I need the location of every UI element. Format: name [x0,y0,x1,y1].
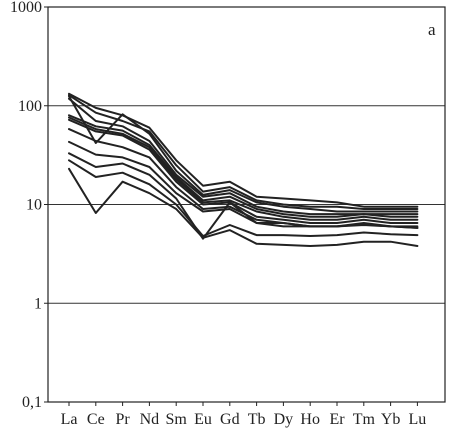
y-axis: 1000 100 10 1 0,1 [10,0,48,411]
series-line-11 [68,167,419,247]
series-line-2 [68,94,419,210]
series-line-6 [68,116,419,221]
series-layer [68,92,419,247]
series-line-1 [68,92,419,208]
series-line-12 [68,159,419,237]
y-tick-label: 10 [26,197,42,214]
x-tick-label-La: La [61,411,78,428]
series-line-10 [68,152,419,240]
series-line-3 [68,95,419,213]
x-tick-label-Ce: Ce [87,411,105,428]
x-tick-label-Sm: Sm [166,411,188,428]
x-tick-label-Lu: Lu [409,411,427,428]
y-tick-label: 1 [34,295,42,312]
x-tick-label-Nd: Nd [140,411,160,428]
y-tick-label: 1000 [10,0,42,16]
x-axis: La Ce Pr Nd Sm Eu Gd Tb Dy Ho Er Tm Yb Lu [61,402,427,428]
x-tick-label-Er: Er [329,411,345,428]
series-line-7 [68,118,419,224]
x-tick-label-Gd: Gd [220,411,240,428]
y-tick-label: 0,1 [22,394,42,411]
x-tick-label-Eu: Eu [194,411,212,428]
x-tick-label-Yb: Yb [381,411,401,428]
y-tick-label: 100 [18,98,42,115]
x-tick-label-Tb: Tb [248,411,266,428]
x-tick-label-Tm: Tm [353,411,376,428]
series-line-5 [68,114,419,218]
x-tick-label-Dy: Dy [274,411,294,428]
panel-label: a [428,20,436,39]
x-tick-label-Ho: Ho [300,411,320,428]
x-tick-label-Pr: Pr [115,411,130,428]
